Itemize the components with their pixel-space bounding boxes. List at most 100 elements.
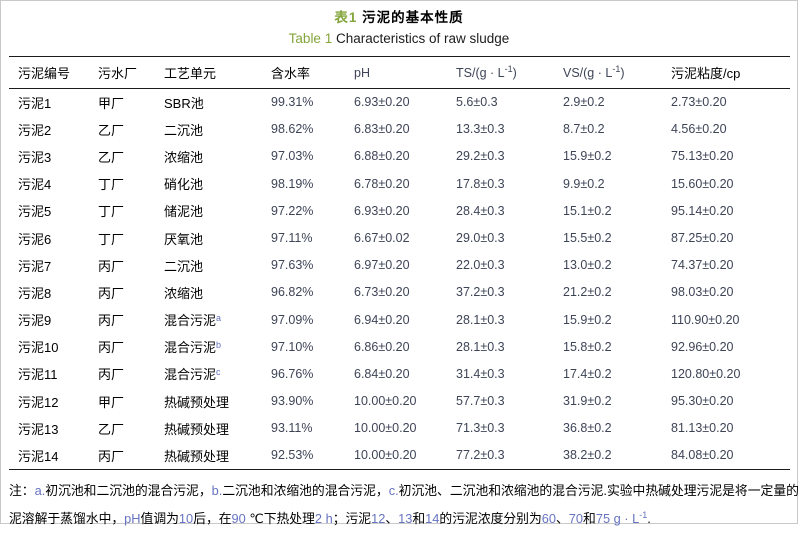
process-unit-cell: 热碱预处理 bbox=[164, 421, 230, 437]
plant-cell: 丙厂 bbox=[98, 367, 125, 383]
sludge-id-cell: 污泥13 bbox=[18, 421, 59, 437]
table-row: 污泥6 丁厂 厌氧池 97.11% 6.67±0.02 29.0±0.3 15.5±0.2 8… bbox=[9, 224, 790, 251]
table-number-en: Table 1 bbox=[288, 31, 333, 46]
table-row: 污泥11 丙厂 混合污泥c 96.76% 6.84±0.20 31.4±0.3 17.4±0… bbox=[9, 360, 790, 387]
moisture-cell: 93.90% bbox=[271, 394, 314, 409]
moisture-cell: 99.31% bbox=[271, 95, 314, 110]
table-row: 污泥14 丙厂 热碱预处理 92.53% 10.00±0.20 77.2±0.3 38.2±… bbox=[9, 442, 790, 469]
process-unit-cell: SBR池 bbox=[164, 95, 204, 111]
table-number-zh: 表1 bbox=[334, 10, 358, 25]
vs-cell: 15.9±0.2 bbox=[563, 149, 612, 164]
ts-cell: 28.1±0.3 bbox=[456, 312, 505, 327]
moisture-cell: 93.11% bbox=[271, 421, 313, 436]
ts-cell: 13.3±0.3 bbox=[456, 122, 505, 137]
moisture-cell: 96.76% bbox=[271, 366, 314, 381]
moisture-cell: 97.11% bbox=[271, 231, 313, 246]
table-row: 污泥13 乙厂 热碱预处理 93.11% 10.00±0.20 71.3±0.3 36.8±… bbox=[9, 415, 790, 442]
process-unit-cell: 二沉池 bbox=[164, 258, 204, 274]
table-title-zh-text: 污泥的基本性质 bbox=[362, 10, 464, 25]
ts-cell: 71.3±0.3 bbox=[456, 421, 505, 436]
plant-cell: 丁厂 bbox=[98, 204, 125, 220]
ts-cell: 77.2±0.3 bbox=[456, 448, 505, 463]
ph-cell: 6.88±0.20 bbox=[354, 149, 410, 164]
table-row: 污泥7 丙厂 二沉池 97.63% 6.97±0.20 22.0±0.3 13.0±0.2 7… bbox=[9, 252, 790, 279]
table-row: 污泥5 丁厂 储泥池 97.22% 6.93±0.20 28.4±0.3 15.1±0.2 9… bbox=[9, 197, 790, 224]
process-unit-cell: 二沉池 bbox=[164, 122, 204, 138]
viscosity-cell: 15.60±0.20 bbox=[671, 176, 734, 191]
process-unit-cell: 硝化池 bbox=[164, 177, 204, 193]
table-title-en: Table 1 Characteristics of raw sludge bbox=[1, 28, 797, 49]
ph-cell: 10.00±0.20 bbox=[354, 448, 417, 463]
process-unit-cell: 厌氧池 bbox=[164, 231, 204, 247]
process-unit-cell: 储泥池 bbox=[164, 204, 204, 220]
moisture-cell: 98.62% bbox=[271, 122, 314, 137]
sludge-id-cell: 污泥12 bbox=[18, 394, 59, 410]
ts-cell: 57.7±0.3 bbox=[456, 394, 505, 409]
ph-cell: 6.97±0.20 bbox=[354, 258, 410, 273]
plant-cell: 丁厂 bbox=[98, 177, 125, 193]
ph-cell: 6.93±0.20 bbox=[354, 95, 410, 110]
footnote-line: 注：a.初沉池和二沉池的混合污泥，b.二沉池和浓缩池的混合污泥，c.初沉池、二沉… bbox=[9, 482, 798, 498]
ph-cell: 6.94±0.20 bbox=[354, 312, 410, 327]
sludge-id-cell: 污泥10 bbox=[18, 340, 59, 356]
ts-cell: 28.1±0.3 bbox=[456, 339, 505, 354]
viscosity-cell: 95.30±0.20 bbox=[671, 394, 734, 409]
viscosity-cell: 74.37±0.20 bbox=[671, 258, 734, 273]
table-row: 污泥1 甲厂 SBR池 99.31% 6.93±0.20 5.6±0.3 2.9±0.2 2.… bbox=[9, 89, 790, 116]
plant-cell: 丁厂 bbox=[98, 231, 125, 247]
table-row: 污泥8 丙厂 浓缩池 96.82% 6.73±0.20 37.2±0.3 21.2±0.2 9… bbox=[9, 279, 790, 306]
viscosity-cell: 92.96±0.20 bbox=[671, 339, 734, 354]
plant-cell: 甲厂 bbox=[98, 394, 125, 410]
vs-cell: 15.5±0.2 bbox=[563, 231, 612, 246]
viscosity-cell: 4.56±0.20 bbox=[671, 122, 727, 137]
column-header: VS/(g · L-1) bbox=[563, 64, 625, 80]
column-header: 工艺单元 bbox=[164, 66, 217, 81]
viscosity-cell: 98.03±0.20 bbox=[671, 285, 734, 300]
moisture-cell: 97.10% bbox=[271, 339, 314, 354]
moisture-cell: 97.09% bbox=[271, 312, 314, 327]
process-unit-cell: 混合污泥c bbox=[164, 367, 221, 383]
sludge-id-cell: 污泥8 bbox=[18, 285, 52, 301]
ph-cell: 6.93±0.20 bbox=[354, 203, 410, 218]
sludge-id-cell: 污泥11 bbox=[18, 367, 58, 383]
ph-cell: 6.84±0.20 bbox=[354, 366, 410, 381]
moisture-cell: 92.53% bbox=[271, 448, 314, 463]
sludge-characteristics-table: 污泥编号 污水厂 工艺单元 含水率 pH TS/(g · L-1) VS/(g · L-1)… bbox=[9, 56, 790, 470]
vs-cell: 8.7±0.2 bbox=[563, 122, 605, 137]
vs-cell: 36.8±0.2 bbox=[563, 421, 612, 436]
plant-cell: 丙厂 bbox=[98, 313, 125, 329]
viscosity-cell: 81.13±0.20 bbox=[671, 421, 734, 436]
plant-cell: 丙厂 bbox=[98, 340, 125, 356]
vs-cell: 15.9±0.2 bbox=[563, 312, 612, 327]
ph-cell: 6.67±0.02 bbox=[354, 231, 410, 246]
vs-cell: 31.9±0.2 bbox=[563, 394, 612, 409]
viscosity-cell: 75.13±0.20 bbox=[671, 149, 734, 164]
viscosity-cell: 87.25±0.20 bbox=[671, 231, 734, 246]
ts-cell: 5.6±0.3 bbox=[456, 95, 498, 110]
process-unit-cell: 浓缩池 bbox=[164, 149, 204, 165]
table-header-row: 污泥编号 污水厂 工艺单元 含水率 pH TS/(g · L-1) VS/(g · L-1)… bbox=[9, 57, 790, 89]
footnote: 注：a.初沉池和二沉池的混合污泥，b.二沉池和浓缩池的混合污泥，c.初沉池、二沉… bbox=[9, 470, 798, 533]
column-header: 污泥粘度/cp bbox=[671, 66, 741, 81]
sludge-id-cell: 污泥9 bbox=[18, 313, 52, 329]
ts-cell: 22.0±0.3 bbox=[456, 258, 505, 273]
sludge-id-cell: 污泥5 bbox=[18, 204, 52, 220]
moisture-cell: 97.22% bbox=[271, 203, 314, 218]
ph-cell: 6.83±0.20 bbox=[354, 122, 410, 137]
vs-cell: 17.4±0.2 bbox=[563, 366, 612, 381]
ts-cell: 29.2±0.3 bbox=[456, 149, 505, 164]
process-unit-cell: 热碱预处理 bbox=[164, 448, 230, 464]
viscosity-cell: 2.73±0.20 bbox=[671, 95, 727, 110]
process-unit-cell: 混合污泥b bbox=[164, 339, 222, 356]
table-titles: 表1 污泥的基本性质 Table 1 Characteristics of ra… bbox=[1, 1, 797, 49]
column-header: TS/(g · L-1) bbox=[456, 64, 517, 80]
plant-cell: 甲厂 bbox=[98, 95, 125, 111]
column-header: 含水率 bbox=[271, 66, 311, 81]
sludge-id-cell: 污泥2 bbox=[18, 122, 52, 138]
vs-cell: 13.0±0.2 bbox=[563, 258, 612, 273]
viscosity-cell: 84.08±0.20 bbox=[671, 448, 734, 463]
sludge-id-cell: 污泥7 bbox=[18, 258, 52, 274]
moisture-cell: 96.82% bbox=[271, 285, 314, 300]
plant-cell: 乙厂 bbox=[98, 122, 125, 138]
vs-cell: 21.2±0.2 bbox=[563, 285, 612, 300]
